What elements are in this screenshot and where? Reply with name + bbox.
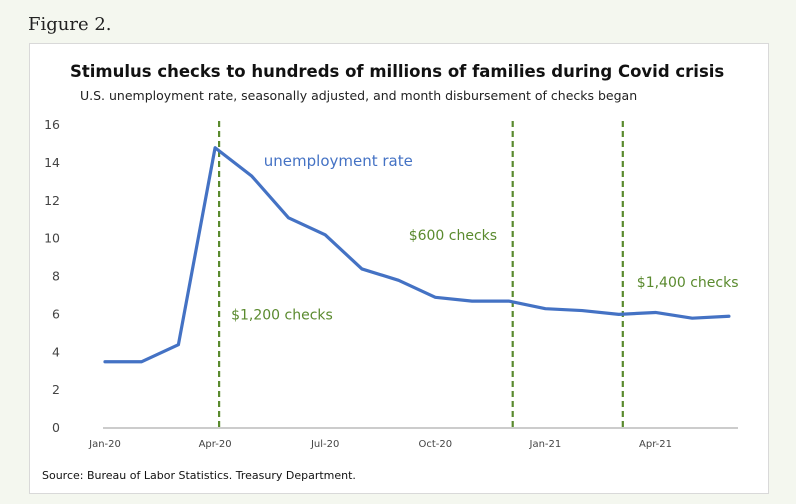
x-tick-label: Jan-20 [88, 439, 121, 450]
y-tick-label: 10 [44, 231, 60, 246]
chart-subtitle: U.S. unemployment rate, seasonally adjus… [80, 88, 638, 103]
check-annotation-label: $600 checks [409, 228, 497, 244]
line-chart: 0 2 4 6 8 10 12 14 16 Jan-20 Apr-20 Jul-20 Oct-20 Jan… [44, 117, 739, 450]
x-tick-label: Jan-21 [529, 439, 562, 450]
check-annotation-label: $1,400 checks [637, 275, 739, 291]
y-tick-label: 0 [52, 420, 60, 435]
y-tick-label: 12 [44, 193, 60, 208]
chart-panel: Stimulus checks to hundreds of millions … [29, 43, 769, 494]
series-line [103, 146, 731, 364]
x-tick-label: Apr-21 [639, 439, 672, 450]
x-tick-label: Jul-20 [310, 439, 339, 450]
y-tick-label: 14 [44, 155, 60, 170]
y-tick-label: 6 [52, 306, 60, 321]
series-label: unemployment rate [264, 152, 413, 170]
y-tick-label: 4 [52, 344, 60, 359]
y-tick-label: 2 [52, 382, 60, 397]
y-tick-label: 16 [44, 117, 60, 132]
y-tick-label: 8 [52, 269, 60, 284]
x-tick-label: Apr-20 [199, 439, 232, 450]
source-note: Source: Bureau of Labor Statistics. Trea… [42, 469, 356, 482]
figure-label: Figure 2. [28, 14, 112, 35]
chart-title: Stimulus checks to hundreds of millions … [70, 62, 725, 81]
check-annotation-label: $1,200 checks [231, 307, 333, 323]
x-tick-label: Oct-20 [418, 439, 452, 450]
